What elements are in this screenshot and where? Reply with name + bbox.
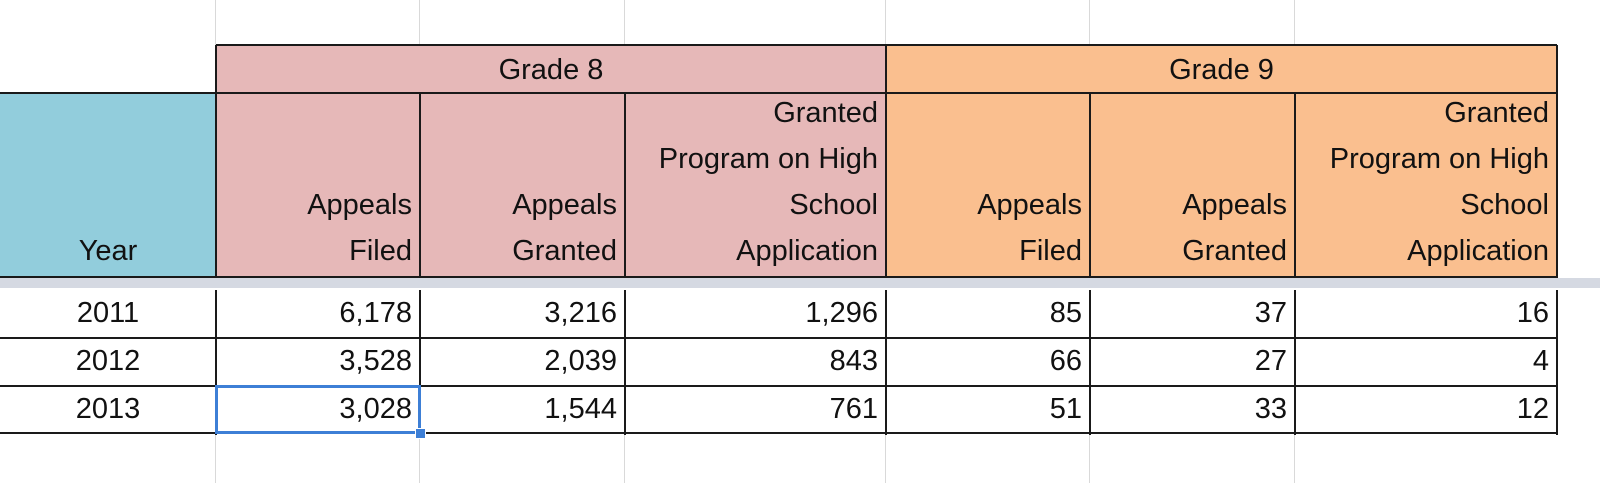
column-header-label-line: School xyxy=(789,189,878,221)
column-header-label-line: Granted xyxy=(512,235,617,267)
table-border-vertical xyxy=(624,93,626,278)
column-header-label-line: Appeals xyxy=(977,189,1082,221)
cell-g8-appeals-granted[interactable]: 1,544 xyxy=(544,393,617,425)
group-header-grade-8: Grade 8 xyxy=(216,45,886,93)
column-header-g8-appeals-granted: Appeals Granted xyxy=(420,93,625,278)
column-header-g9-granted-program: Granted Program on High School Application xyxy=(1295,93,1557,278)
column-header-label-line: School xyxy=(1460,189,1549,221)
gridline-vertical xyxy=(885,0,886,45)
group-header-grade-9: Grade 9 xyxy=(886,45,1557,93)
table-border-horizontal xyxy=(0,385,1557,387)
table-border-vertical xyxy=(1556,290,1558,435)
table-border-vertical xyxy=(624,290,626,435)
cell-g9-granted-program[interactable]: 16 xyxy=(1516,297,1549,329)
table-border-vertical xyxy=(419,290,421,435)
table-border-horizontal xyxy=(0,337,1557,339)
fill-handle[interactable] xyxy=(415,428,426,439)
cell-g8-granted-program[interactable]: 761 xyxy=(829,393,878,425)
table-border-vertical xyxy=(419,93,421,278)
cell-g8-appeals-granted[interactable]: 2,039 xyxy=(544,345,617,377)
column-header-label-line: Appeals xyxy=(307,189,412,221)
gridline-vertical xyxy=(215,0,216,45)
table-border-vertical xyxy=(1294,290,1296,435)
cell-g8-appeals-filed[interactable]: 6,178 xyxy=(339,297,412,329)
column-header-year: Year xyxy=(0,93,216,278)
cell-year[interactable]: 2012 xyxy=(75,345,141,377)
table-border-vertical xyxy=(1556,45,1558,278)
cell-g9-appeals-filed[interactable]: 51 xyxy=(1049,393,1082,425)
column-header-label-line: Program on High xyxy=(658,143,878,175)
column-header-g9-appeals-granted: Appeals Granted xyxy=(1090,93,1295,278)
cell-g9-appeals-filed[interactable]: 85 xyxy=(1049,297,1082,329)
table-border-horizontal xyxy=(216,44,1557,46)
column-header-label-line: Application xyxy=(1407,235,1549,267)
gridline-vertical xyxy=(1294,0,1295,45)
cell-g8-appeals-granted[interactable]: 3,216 xyxy=(544,297,617,329)
column-header-g9-appeals-filed: Appeals Filed xyxy=(886,93,1090,278)
gridline-vertical xyxy=(624,0,625,45)
cell-g9-granted-program[interactable]: 12 xyxy=(1516,393,1549,425)
cell-year[interactable]: 2013 xyxy=(75,393,141,425)
selected-cell-outline xyxy=(215,385,421,434)
gridline-vertical xyxy=(1089,0,1090,45)
gridline-vertical xyxy=(419,0,420,45)
column-header-g8-granted-program: Granted Program on High School Application xyxy=(625,93,886,278)
column-header-label-line: Program on High xyxy=(1329,143,1549,175)
gridline-vertical xyxy=(624,433,625,483)
cell-g9-appeals-granted[interactable]: 27 xyxy=(1254,345,1287,377)
cell-g8-appeals-filed[interactable]: 3,028 xyxy=(339,393,412,425)
cell-g9-appeals-granted[interactable]: 37 xyxy=(1254,297,1287,329)
gridline-vertical xyxy=(1294,433,1295,483)
column-header-label-line: Filed xyxy=(1019,235,1082,267)
column-header-label-line: Appeals xyxy=(512,189,617,221)
column-header-label-line: Granted xyxy=(1182,235,1287,267)
table-border-horizontal xyxy=(0,92,1557,94)
table-border-vertical xyxy=(215,45,217,278)
table-border-vertical xyxy=(1294,93,1296,278)
table-border-horizontal xyxy=(0,276,1557,278)
gridline-vertical xyxy=(1089,433,1090,483)
column-header-label-line: Appeals xyxy=(1182,189,1287,221)
table-border-vertical xyxy=(885,290,887,435)
frozen-pane-separator xyxy=(0,278,1600,288)
table-border-vertical xyxy=(885,45,887,278)
table-border-vertical xyxy=(1089,290,1091,435)
cell-g8-granted-program[interactable]: 1,296 xyxy=(805,297,878,329)
table-border-horizontal xyxy=(0,432,1557,434)
column-header-label: Year xyxy=(78,235,138,267)
cell-g9-appeals-filed[interactable]: 66 xyxy=(1049,345,1082,377)
cell-g9-granted-program[interactable]: 4 xyxy=(1532,345,1549,377)
cell-g8-appeals-filed[interactable]: 3,528 xyxy=(339,345,412,377)
column-header-label-line: Granted xyxy=(773,97,878,129)
cell-year[interactable]: 2011 xyxy=(76,297,140,329)
table-border-vertical xyxy=(215,290,217,435)
table-border-vertical xyxy=(1089,93,1091,278)
column-header-label-line: Filed xyxy=(349,235,412,267)
gridline-vertical xyxy=(215,433,216,483)
column-header-label-line: Application xyxy=(736,235,878,267)
column-header-g8-appeals-filed: Appeals Filed xyxy=(216,93,420,278)
gridline-vertical xyxy=(885,433,886,483)
column-header-label-line: Granted xyxy=(1444,97,1549,129)
cell-g9-appeals-granted[interactable]: 33 xyxy=(1254,393,1287,425)
gridline-vertical xyxy=(419,433,420,483)
cell-g8-granted-program[interactable]: 843 xyxy=(829,345,878,377)
